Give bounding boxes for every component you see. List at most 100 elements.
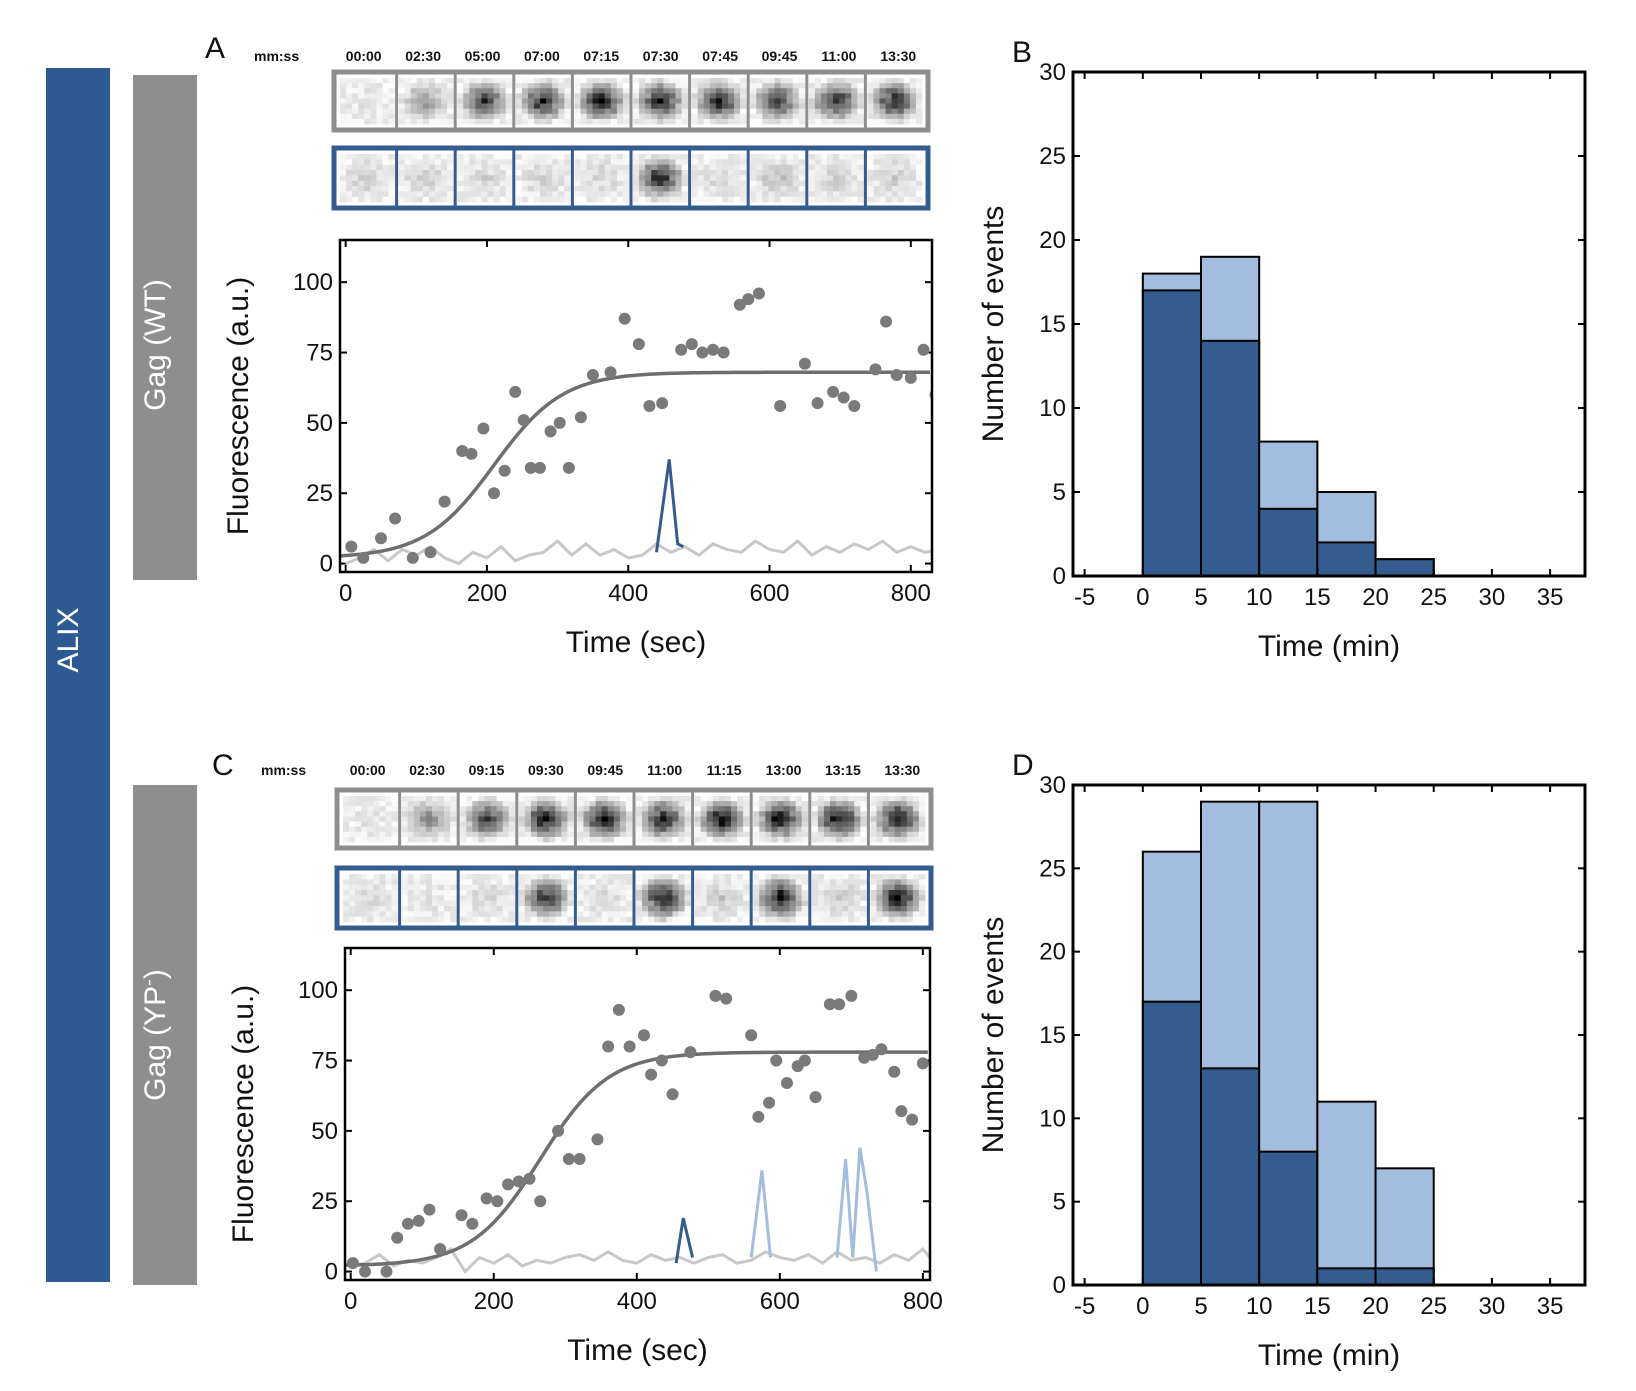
pixel: [795, 796, 803, 802]
pixel: [604, 159, 612, 166]
light-blue-spike-C-1: [835, 1147, 878, 1272]
pixel: [625, 806, 633, 812]
pixel: [743, 900, 750, 907]
tile-A-alix-5: [633, 154, 688, 203]
tile-C-gag-4: [577, 796, 633, 843]
pixel: [780, 83, 787, 89]
pixel: [355, 911, 362, 918]
pixel: [475, 175, 482, 182]
plot-frame-A: [338, 238, 934, 574]
pixel: [792, 103, 800, 110]
pixel: [654, 836, 661, 843]
pixel: [897, 186, 905, 192]
pixel: [792, 191, 800, 198]
pixel: [900, 821, 908, 828]
time-label-C-1: 02:30: [409, 762, 445, 778]
strip-C-gag: [334, 787, 934, 851]
pixel: [830, 900, 837, 907]
pixel: [724, 811, 732, 817]
pixel: [848, 831, 855, 838]
pixel: [836, 801, 843, 807]
pixel: [616, 180, 624, 187]
pixel: [882, 816, 889, 822]
tile-C-gag-3: [518, 796, 574, 843]
pixel: [534, 159, 541, 166]
pixel: [675, 83, 682, 89]
pixel: [370, 103, 377, 110]
x-tick-label-A-4: 800: [891, 580, 931, 607]
pixel: [678, 821, 685, 828]
pixel: [391, 900, 398, 907]
pixel: [639, 159, 646, 166]
pixel: [589, 879, 596, 886]
pixel: [607, 890, 615, 896]
pixel: [450, 890, 457, 896]
pixel: [654, 806, 661, 812]
pixel: [897, 113, 905, 120]
tile-C-alix-4: [577, 874, 633, 923]
pixel: [616, 83, 624, 89]
data-point-A-25: [656, 397, 669, 410]
pixel: [505, 103, 513, 110]
pixel: [756, 170, 763, 176]
pixel: [860, 836, 867, 843]
pixel: [750, 159, 757, 166]
pixel: [580, 93, 587, 99]
pixel: [768, 93, 775, 99]
pixel: [873, 88, 880, 94]
pixel: [521, 78, 529, 84]
pixel: [549, 806, 556, 812]
pixel: [703, 154, 711, 160]
pixel: [487, 191, 494, 198]
pixel: [543, 911, 550, 918]
pixel: [639, 175, 646, 182]
pixel: [447, 154, 454, 160]
y-tick-label-A-4: 100: [293, 269, 333, 296]
y-tick-label-B-5: 25: [1039, 143, 1066, 170]
data-point-A-35: [798, 357, 811, 370]
pixel: [361, 916, 368, 923]
pixel: [388, 180, 395, 187]
pixel: [839, 175, 846, 182]
pixel: [382, 103, 389, 110]
pixel: [478, 890, 485, 896]
pixel: [404, 170, 412, 176]
pixel: [524, 816, 532, 822]
pixel: [678, 900, 685, 907]
pixel: [493, 180, 501, 187]
pixel: [860, 879, 867, 886]
pixel: [845, 159, 852, 166]
pixel: [367, 836, 374, 843]
pixel: [724, 826, 732, 833]
pixel: [827, 78, 834, 84]
pixel: [583, 806, 590, 812]
pixel: [817, 806, 825, 812]
pixel: [518, 879, 526, 886]
pixel: [721, 170, 729, 176]
time-label-C-9: 13:30: [884, 762, 920, 778]
pixel: [398, 175, 406, 182]
pixel: [413, 836, 421, 843]
pixel: [580, 154, 587, 160]
pixel: [583, 906, 590, 912]
pixel: [481, 78, 488, 84]
y-tick-label-A-2: 50: [306, 410, 333, 437]
pixel: [589, 806, 596, 812]
pixel: [410, 186, 418, 192]
pixel: [404, 118, 412, 125]
pixel: [823, 836, 831, 843]
pixel: [549, 911, 556, 918]
pixel: [700, 826, 708, 833]
pixel: [613, 796, 621, 802]
pixel: [657, 113, 664, 120]
pixel: [457, 186, 464, 192]
pixel: [684, 801, 691, 807]
pixel: [909, 186, 917, 192]
pixel: [839, 83, 846, 89]
pixel: [636, 906, 643, 912]
pixel: [416, 196, 424, 203]
pixel: [801, 816, 809, 822]
pixel: [888, 831, 896, 838]
pixel: [851, 164, 858, 171]
pixel: [625, 895, 633, 902]
